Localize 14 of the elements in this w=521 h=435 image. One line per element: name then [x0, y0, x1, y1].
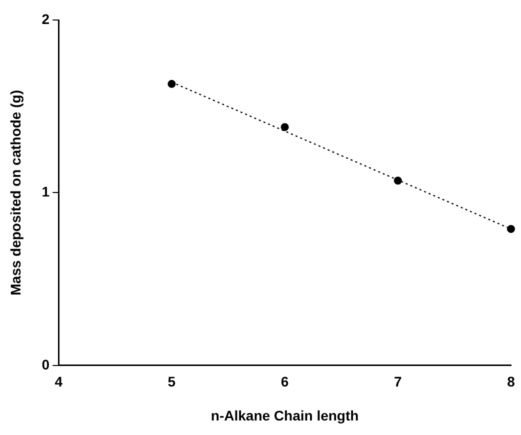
x-tick-label: 8 [507, 374, 516, 390]
point [168, 80, 176, 88]
point [507, 224, 515, 233]
point [394, 176, 402, 185]
x-tick-label: 6 [280, 374, 289, 390]
x-axis-title: n-Alkane Chain length [210, 407, 359, 424]
y-tick-label: 2 [42, 10, 50, 27]
y-tick-label: 0 [42, 356, 50, 372]
point [280, 123, 289, 132]
y-axis-title: Mass deposited on cathode (g) [7, 90, 24, 296]
y-tick-label: 1 [42, 184, 50, 200]
x-tick-label: 4 [54, 374, 63, 390]
x-tick-label: 7 [394, 374, 402, 390]
x-tick-label: 5 [168, 374, 176, 390]
